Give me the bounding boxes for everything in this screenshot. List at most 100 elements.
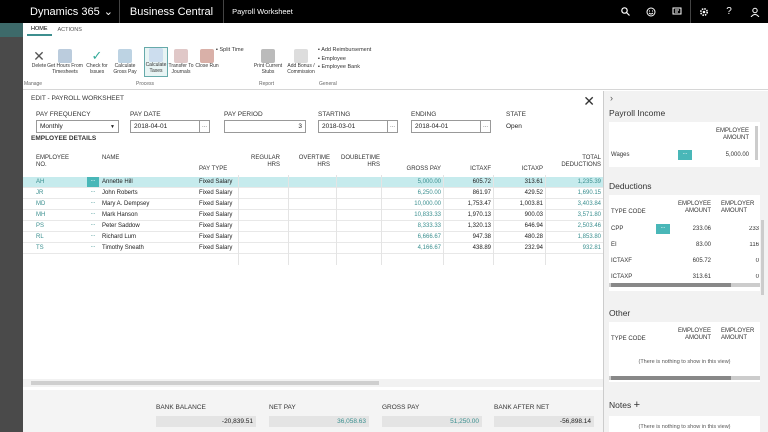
transfer-journals-button[interactable]: Transfer To Journals bbox=[165, 49, 197, 75]
gross-pay-cell[interactable]: 6,666.67 bbox=[417, 234, 441, 240]
ictaxf-cell: 605.72 bbox=[472, 179, 491, 185]
gross-pay-cell[interactable]: 6,250.00 bbox=[417, 190, 441, 196]
table-row[interactable]: JR... John Roberts Fixed Salary 6,250.00 861… bbox=[23, 188, 603, 199]
col-employee-no[interactable]: EMPLOYEE NO. bbox=[36, 155, 70, 168]
employee-no-cell[interactable]: MD bbox=[36, 201, 46, 207]
notes-title[interactable]: Notes + bbox=[609, 399, 641, 411]
pay-date-lookup[interactable]: ... bbox=[199, 120, 210, 133]
deduction-code: CPP bbox=[611, 226, 624, 232]
total-deductions-cell[interactable]: 3,571.80 bbox=[577, 212, 601, 218]
calculate-taxes-button[interactable]: Calculate Taxes bbox=[144, 47, 168, 77]
horizontal-scrollbar[interactable] bbox=[23, 379, 603, 387]
calculate-gross-button[interactable]: Calculate Gross Pay bbox=[109, 49, 141, 75]
col-pay-type[interactable]: PAY TYPE bbox=[199, 166, 228, 172]
deduction-more-button[interactable]: ... bbox=[656, 224, 670, 234]
col-ictaxp[interactable]: ICTAXP bbox=[521, 166, 543, 172]
deductions-title[interactable]: Deductions bbox=[609, 181, 652, 191]
scrollbar-thumb[interactable] bbox=[31, 381, 379, 385]
gross-pay-cell[interactable]: 5,000.00 bbox=[417, 179, 441, 185]
total-deductions-cell[interactable]: 1,853.80 bbox=[577, 234, 601, 240]
row-more-button[interactable]: ... bbox=[90, 221, 96, 227]
plus-icon[interactable]: + bbox=[633, 399, 641, 411]
search-icon[interactable] bbox=[612, 0, 638, 23]
smiley-icon[interactable] bbox=[638, 0, 664, 23]
row-more-button[interactable]: ... bbox=[90, 210, 96, 216]
gross-pay-cell[interactable]: 4,166.67 bbox=[417, 245, 441, 251]
row-more-button[interactable]: ... bbox=[90, 243, 96, 249]
employee-bank-button[interactable]: ▪ Employee Bank bbox=[318, 64, 361, 70]
row-more-button[interactable]: ... bbox=[90, 188, 96, 194]
total-deductions-cell[interactable]: 1,690.15 bbox=[577, 190, 601, 196]
gross-pay-value[interactable]: 51,250.00 bbox=[382, 416, 482, 427]
total-deductions-cell[interactable]: 1,235.39 bbox=[577, 179, 601, 185]
net-pay-value[interactable]: 36,058.63 bbox=[269, 416, 369, 427]
employee-no-cell[interactable]: PS bbox=[36, 223, 45, 229]
app-name[interactable]: Business Central bbox=[129, 5, 214, 18]
avatar-icon[interactable] bbox=[742, 0, 768, 23]
total-deductions-cell[interactable]: 932.81 bbox=[582, 245, 601, 251]
wages-more-button[interactable]: ... bbox=[678, 150, 692, 160]
tab-actions[interactable]: ACTIONS bbox=[57, 26, 82, 33]
add-reimbursement-button[interactable]: ▪ Add Reimbursement bbox=[318, 47, 372, 53]
top-bar: Dynamics 365 ⌄ Business Central Payroll W… bbox=[0, 0, 768, 23]
name-cell: Richard Lum bbox=[102, 234, 137, 240]
close-run-button[interactable]: Close Run bbox=[191, 49, 223, 70]
payroll-income-title[interactable]: Payroll Income bbox=[609, 108, 666, 118]
help-icon[interactable]: ? bbox=[726, 6, 732, 17]
employee-no-cell[interactable]: JR bbox=[36, 190, 44, 196]
table-row[interactable]: MH... Mark Hanson Fixed Salary 10,833.33 1,9… bbox=[23, 210, 603, 221]
row-more-button[interactable]: ... bbox=[87, 177, 99, 187]
col-gross-pay[interactable]: GROSS PAY bbox=[406, 166, 441, 172]
starting-field[interactable]: 2018-03-01 bbox=[318, 120, 388, 133]
gross-pay-cell[interactable]: 8,333.33 bbox=[417, 223, 441, 229]
col-total-deductions[interactable]: TOTAL DEDUCTIONS bbox=[561, 155, 601, 168]
pay-frequency-select[interactable]: Monthly ▼ bbox=[36, 120, 119, 133]
total-deductions-cell[interactable]: 3,403.84 bbox=[577, 201, 601, 207]
table-row[interactable]: RL... Richard Lum Fixed Salary 6,666.67 947.… bbox=[23, 232, 603, 243]
check-issues-button[interactable]: ✓ Check for Issues bbox=[86, 48, 108, 75]
print-stubs-button[interactable]: Print Current Stubs bbox=[252, 49, 284, 75]
table-row[interactable]: MD... Mary A. Dempsey Fixed Salary 10,000.0… bbox=[23, 199, 603, 210]
employee-no-cell[interactable]: RL bbox=[36, 234, 44, 240]
col-regular-hrs[interactable]: REGULAR HRS bbox=[250, 155, 280, 168]
col-name[interactable]: NAME bbox=[102, 155, 120, 161]
delete-button[interactable]: ✕ Delete bbox=[31, 48, 47, 69]
empty-message: (There is nothing to show in this view) bbox=[638, 359, 731, 365]
get-hours-button[interactable]: Get Hours From Timesheets bbox=[47, 49, 83, 75]
ending-field[interactable]: 2018-04-01 bbox=[411, 120, 481, 133]
product-switcher[interactable]: Dynamics 365 ⌄ bbox=[0, 0, 119, 23]
row-more-button[interactable]: ... bbox=[90, 232, 96, 238]
col-doubletime-hrs[interactable]: DOUBLETIME HRS bbox=[340, 155, 380, 168]
employee-no-cell[interactable]: AH bbox=[36, 179, 45, 185]
pay-period-field[interactable]: 3 bbox=[224, 120, 306, 133]
col-ictaxf[interactable]: ICTAXF bbox=[470, 166, 491, 172]
bank-after-net-label: BANK AFTER NET bbox=[494, 404, 550, 411]
name-cell: John Roberts bbox=[102, 190, 138, 196]
gear-icon[interactable] bbox=[690, 0, 716, 23]
other-title[interactable]: Other bbox=[609, 308, 631, 318]
table-row[interactable]: AH... Annette Hill Fixed Salary 5,000.00 605… bbox=[23, 177, 603, 188]
table-row[interactable]: TS... Timothy Sneath Fixed Salary 4,166.67 4… bbox=[23, 243, 603, 254]
delete-icon: ✕ bbox=[33, 48, 45, 64]
employee-no-cell[interactable]: MH bbox=[36, 212, 46, 218]
gross-pay-cell[interactable]: 10,000.00 bbox=[414, 201, 441, 207]
add-bonus-button[interactable]: Add Bonus / Commission bbox=[285, 49, 317, 75]
total-deductions-cell[interactable]: 2,503.46 bbox=[577, 223, 601, 229]
employee-button[interactable]: ▪ Employee bbox=[318, 55, 346, 62]
chat-icon[interactable] bbox=[664, 0, 690, 23]
split-time-button[interactable]: ▪ Split Time bbox=[216, 47, 244, 53]
deduction-employee-amount: 605.72 bbox=[692, 258, 711, 264]
employee-no-cell[interactable]: TS bbox=[36, 245, 44, 251]
starting-lookup[interactable]: ... bbox=[387, 120, 398, 133]
close-icon[interactable]: ✕ bbox=[583, 93, 595, 109]
home-indicator[interactable] bbox=[0, 23, 23, 37]
gross-pay-cell[interactable]: 10,833.33 bbox=[414, 212, 441, 218]
ending-lookup[interactable]: ... bbox=[480, 120, 491, 133]
tab-home[interactable]: HOME bbox=[27, 24, 52, 36]
table-row[interactable]: PS... Peter Saddow Fixed Salary 8,333.33 1,3… bbox=[23, 221, 603, 232]
row-more-button[interactable]: ... bbox=[90, 199, 96, 205]
ictaxp-cell: 232.94 bbox=[524, 245, 543, 251]
col-overtime-hrs[interactable]: OVERTIME HRS bbox=[298, 155, 330, 168]
pay-date-field[interactable]: 2018-04-01 bbox=[130, 120, 200, 133]
chevron-right-icon[interactable]: › bbox=[610, 93, 613, 103]
